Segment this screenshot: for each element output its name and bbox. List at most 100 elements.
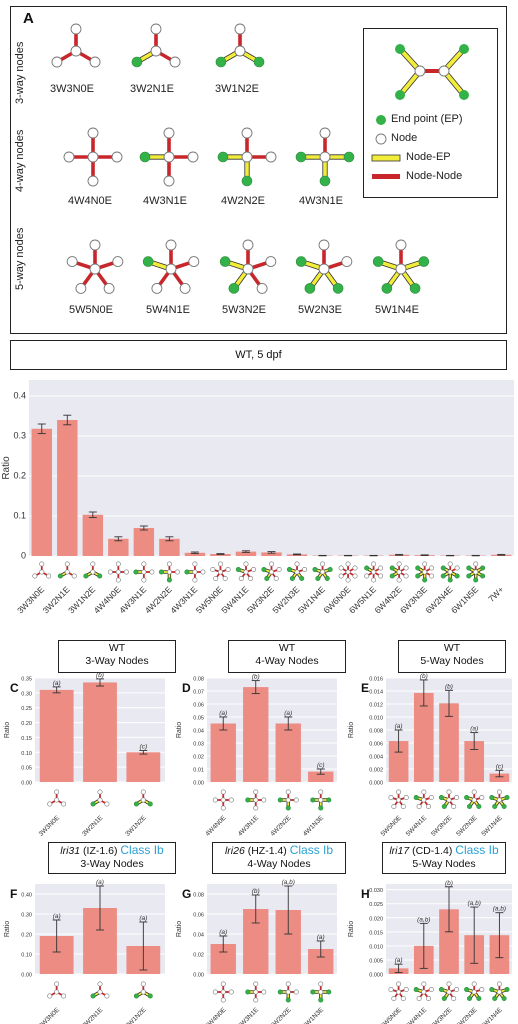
glyph-label: 4W3N1E — [299, 195, 344, 207]
end-point-dot — [464, 795, 470, 801]
chart-h-title: lri17 (CD-1.4) Class Ib 5-Way Nodes — [382, 842, 506, 874]
node-dot — [225, 567, 231, 573]
node-dot — [149, 569, 155, 575]
node-dot — [403, 565, 409, 571]
center-node-dot — [421, 797, 427, 803]
end-point-dot — [418, 256, 430, 267]
node-dot — [479, 987, 485, 993]
end-point-dot — [304, 283, 316, 294]
chart-h-zone: (CD-1.4) — [409, 845, 453, 857]
bar — [126, 752, 161, 782]
node-dot — [429, 565, 435, 571]
center-node-dot — [89, 263, 101, 275]
node-dot — [141, 577, 147, 583]
end-point-dot — [228, 283, 240, 294]
significance-label: (b) — [445, 683, 453, 690]
y-axis-label: Ratio — [4, 921, 11, 937]
center-node-dot — [70, 45, 82, 57]
node-dot — [261, 989, 267, 995]
node-dot — [318, 981, 324, 987]
end-point-dot — [289, 575, 295, 581]
node-dot — [61, 801, 67, 807]
end-point-dot — [459, 44, 469, 54]
end-point-dot — [295, 256, 307, 267]
node-dot — [261, 797, 267, 803]
chart-f-gene: lri31 — [60, 845, 81, 857]
node-glyph — [277, 789, 299, 811]
center-node-dot — [421, 989, 427, 995]
center-node-dot — [446, 797, 452, 803]
node-glyph — [47, 981, 67, 999]
node-dot — [104, 801, 110, 807]
center-node-dot — [285, 989, 291, 995]
x-tick-label: 5W4N1E — [405, 814, 429, 838]
node-glyph — [295, 239, 353, 294]
end-point-dot — [90, 801, 96, 807]
end-point-dot — [57, 573, 63, 579]
bar — [83, 682, 117, 782]
node-glyph — [389, 561, 409, 583]
end-point-dot — [299, 575, 305, 581]
node-dot — [103, 282, 115, 294]
end-point-dot — [147, 801, 153, 807]
node-glyph — [133, 561, 155, 583]
node-dot — [496, 789, 502, 795]
x-tick-label: 4W3N1E — [237, 814, 261, 838]
node-glyph — [466, 561, 486, 583]
y-axis-label: Ratio — [176, 921, 183, 937]
node-glyph — [372, 239, 430, 294]
node-dot — [396, 789, 402, 795]
bar — [210, 723, 236, 782]
significance-label: (a) — [219, 710, 227, 717]
center-node-dot — [253, 797, 259, 803]
row-label-4way: 4-way nodes — [14, 129, 26, 192]
center-node-dot — [165, 263, 177, 275]
significance-label: (a) — [219, 929, 227, 936]
x-tick-label: 5W2N3E — [455, 814, 479, 838]
node-glyph — [489, 981, 510, 1001]
center-node-dot — [473, 569, 479, 575]
node-dot — [192, 561, 198, 567]
node-dot — [273, 575, 279, 581]
node-dot — [54, 789, 60, 795]
node-glyph — [413, 981, 434, 1001]
node-dot — [169, 56, 181, 68]
end-point-dot — [285, 805, 291, 811]
node-dot — [378, 565, 384, 571]
legend-graphics — [371, 44, 469, 179]
y-tick-label: 0.08 — [193, 893, 204, 899]
row-label-5way: 5-way nodes — [14, 227, 26, 290]
end-point-dot — [166, 577, 172, 583]
end-point-dot — [264, 575, 270, 581]
node-dot — [396, 981, 402, 987]
chart-g-title: lri26 (HZ-1.4) Class Ib 4-Way Nodes — [212, 842, 346, 874]
node-dot — [32, 573, 38, 579]
end-point-dot — [324, 575, 330, 581]
node-dot — [388, 987, 394, 993]
node-dot — [352, 565, 358, 571]
node-dot — [97, 981, 103, 987]
center-node-dot — [396, 797, 402, 803]
significance-label: (a) — [53, 680, 61, 687]
legend-node-node: Node-Node — [406, 170, 463, 182]
y-tick-label: 0.07 — [193, 690, 204, 696]
chart-b: B00.10.20.30.4Ratio3W3N0E3W2N1E3W1N2E4W4… — [1, 380, 514, 615]
node-dot — [391, 995, 397, 1001]
bar — [439, 703, 459, 782]
significance-label: (a) — [96, 879, 104, 886]
chart-e: 0.000 0.002 0.004 0.006 0.008 0.010 0.012 0.014… — [348, 673, 512, 838]
row-label-3way: 3-way nodes — [14, 41, 26, 104]
end-point-dot — [492, 803, 498, 809]
x-tick-label: 4W4N0E — [204, 1006, 228, 1024]
center-node-dot — [471, 797, 477, 803]
y-axis-label: Ratio — [348, 921, 355, 937]
center-node-dot — [319, 151, 331, 163]
node-dot — [338, 573, 344, 579]
legend-end-point-swatch — [376, 115, 386, 125]
node-dot — [403, 987, 409, 993]
chart-g-title-line2: 4-Way Nodes — [247, 858, 311, 870]
end-point-dot — [476, 995, 482, 1001]
bar — [184, 552, 206, 556]
node-dot — [222, 575, 228, 581]
node-dot — [400, 803, 406, 809]
